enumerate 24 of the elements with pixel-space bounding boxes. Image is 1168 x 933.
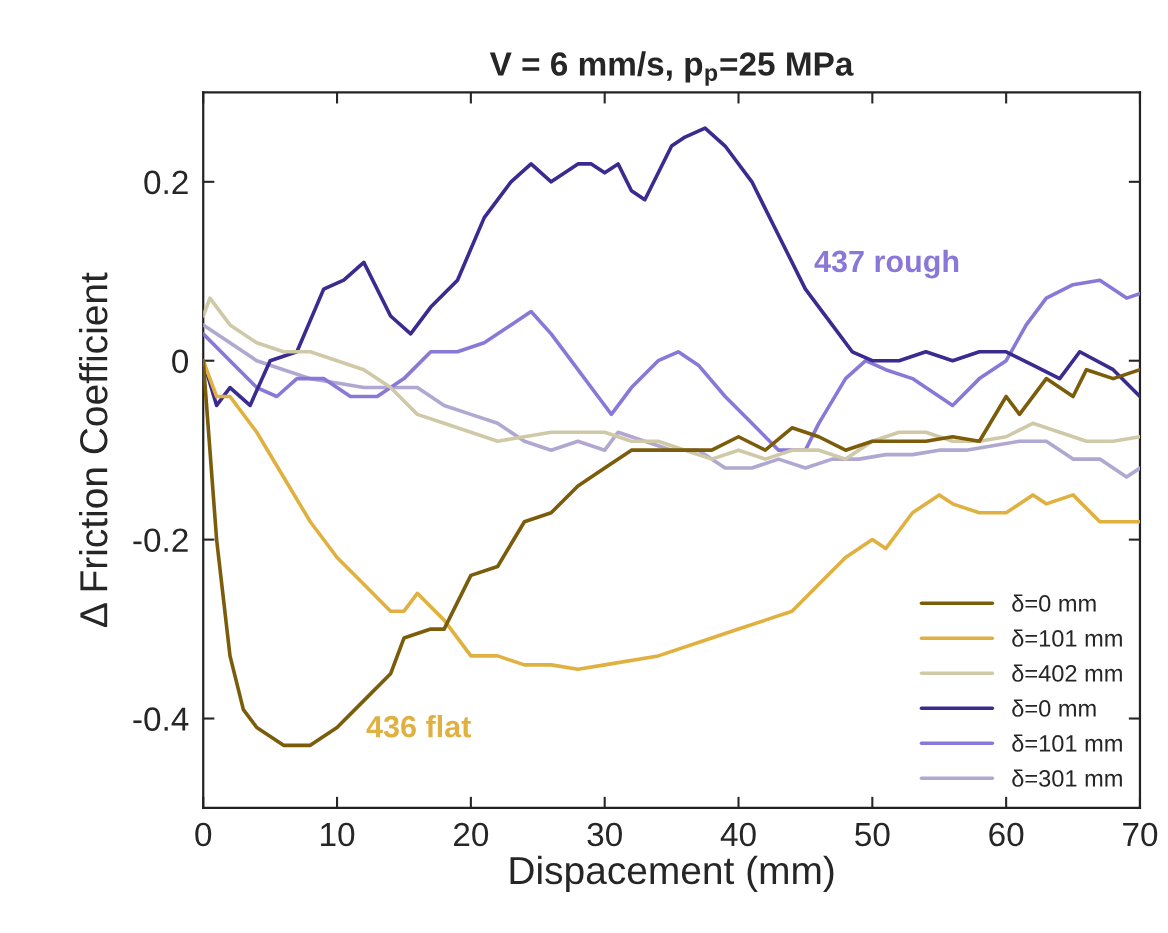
y-axis-title: Δ Friction Coefficient	[78, 272, 108, 627]
y-tick-label: -0.4	[133, 707, 189, 731]
x-tick-label: 0	[195, 822, 212, 847]
legend-label: δ=101 mm	[1012, 734, 1122, 752]
x-tick-label: 30	[587, 822, 622, 847]
x-tick-label: 40	[720, 822, 756, 847]
x-axis-title: Dispacement (mm)	[510, 855, 834, 892]
y-tick-label: 0	[172, 349, 189, 374]
y-tick-label: -0.2	[133, 528, 188, 553]
x-tick-label: 50	[855, 822, 890, 847]
line-series	[203, 126, 1140, 408]
legend-label: δ=0 mm	[1012, 699, 1096, 717]
x-tick-label: 70	[1123, 822, 1158, 847]
annotation: 437 rough	[814, 249, 959, 279]
legend-label: δ=301 mm	[1012, 769, 1122, 787]
x-tick-label: 10	[321, 822, 355, 847]
legend-label: δ=0 mm	[1012, 594, 1096, 612]
legend-label: δ=402 mm	[1012, 664, 1122, 682]
legend-label: δ=101 mm	[1012, 629, 1122, 647]
annotation: 436 flat	[366, 715, 471, 738]
x-tick-label: 60	[989, 822, 1024, 847]
chart-title: V = 6 mm/s, p$_{p}$=25 MPa	[489, 51, 854, 86]
y-tick-label: 0.2	[144, 170, 188, 195]
x-tick-label: 20	[454, 822, 489, 847]
